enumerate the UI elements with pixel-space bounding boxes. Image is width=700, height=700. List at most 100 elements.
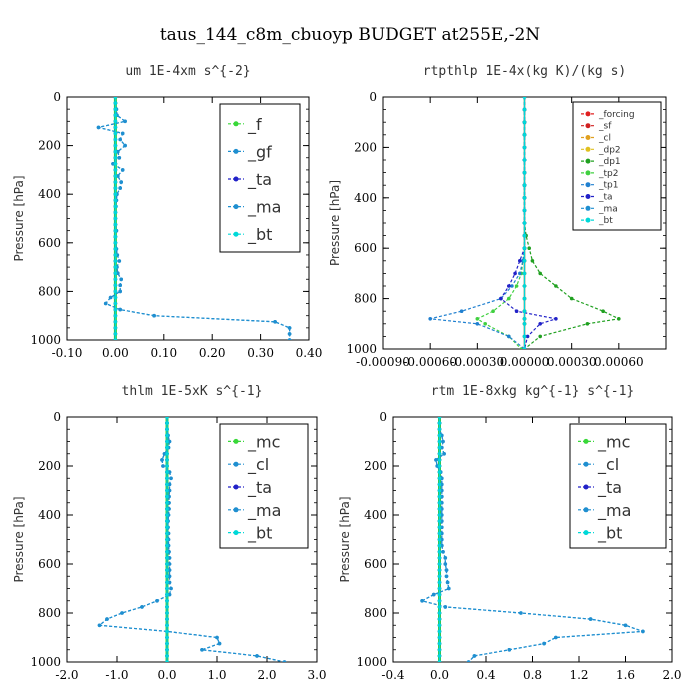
series-point-tp1 bbox=[475, 322, 480, 326]
series-point-ma bbox=[641, 629, 645, 634]
series-point-bt bbox=[437, 513, 442, 517]
series-point-bt bbox=[437, 417, 442, 419]
series-point-bt bbox=[437, 605, 442, 609]
series-point-bt bbox=[437, 586, 442, 591]
x-tick-label: 0.10 bbox=[150, 346, 177, 360]
y-tick-label: 200 bbox=[364, 459, 387, 473]
series-group bbox=[96, 97, 292, 340]
legend-swatch-marker bbox=[585, 194, 591, 199]
legend-label: _dp1 bbox=[598, 157, 621, 167]
series-point-bt bbox=[113, 265, 118, 269]
series-point-bt bbox=[113, 283, 118, 288]
series-point-bt bbox=[437, 476, 442, 481]
series-point-ma bbox=[472, 654, 477, 658]
series-point-bt bbox=[165, 507, 169, 511]
legend-label: _ma bbox=[247, 501, 281, 521]
series-point-bt bbox=[113, 143, 118, 148]
series-point-bt bbox=[522, 158, 527, 162]
y-tick-label: 200 bbox=[38, 139, 61, 153]
series-point-bt bbox=[165, 427, 169, 432]
series-point-bt bbox=[113, 320, 118, 324]
legend-swatch-marker bbox=[233, 438, 239, 444]
y-tick-label: 400 bbox=[354, 191, 377, 205]
series-point-tp2 bbox=[507, 296, 511, 301]
series-point-bt bbox=[437, 599, 442, 603]
series-point-bt bbox=[165, 433, 169, 438]
series-point-bt bbox=[113, 156, 118, 160]
legend-label: _f bbox=[247, 115, 262, 135]
x-tick-label: 3.0 bbox=[307, 668, 326, 682]
legend-label: _ma bbox=[597, 501, 631, 521]
series-point-ma bbox=[117, 156, 122, 160]
series-point-bt bbox=[165, 550, 169, 554]
series-point-bt bbox=[113, 277, 118, 282]
series-point-bt bbox=[437, 445, 442, 450]
series-point-ma bbox=[445, 580, 450, 585]
series-point-bt bbox=[437, 623, 442, 628]
y-tick-label: 0 bbox=[369, 90, 377, 104]
series-point-dp1 bbox=[569, 296, 574, 301]
legend-label: _bt bbox=[597, 524, 622, 544]
x-tick-label: 2.0 bbox=[257, 668, 276, 682]
series-point-bt bbox=[165, 580, 169, 585]
series-point-bt bbox=[113, 338, 118, 340]
series-point-bt bbox=[522, 296, 527, 301]
figure-title: taus_144_c8m_cbuoyp BUDGET at255E,-2N bbox=[160, 25, 540, 45]
series-point-bt bbox=[522, 183, 527, 187]
legend-swatch-marker bbox=[233, 461, 239, 467]
legend-label: _cl bbox=[247, 455, 269, 475]
series-point-bt bbox=[165, 592, 169, 597]
legend-swatch-marker bbox=[585, 123, 591, 129]
legend-swatch-marker bbox=[583, 507, 589, 513]
legend-label: _ta bbox=[247, 170, 272, 190]
legend-label: _dp2 bbox=[598, 145, 621, 155]
series-point-ta bbox=[507, 284, 511, 288]
series-point-bt bbox=[522, 317, 527, 321]
series-point-ma bbox=[443, 556, 448, 560]
series-point-bt bbox=[165, 629, 169, 634]
x-tick-label: -2.0 bbox=[55, 668, 78, 682]
series-point-bt bbox=[522, 107, 527, 112]
series-point-bt bbox=[165, 537, 169, 542]
series-point-ta bbox=[554, 317, 558, 321]
x-tick-label: -0.10 bbox=[52, 346, 83, 360]
series-point-ma bbox=[108, 295, 113, 300]
series-point-bt bbox=[113, 107, 118, 111]
panel-title: rtm 1E-8xkg kg^{-1} s^{-1} bbox=[431, 384, 635, 399]
y-tick-label: 600 bbox=[38, 236, 61, 250]
series-point-ma bbox=[200, 648, 204, 652]
series-point-bt bbox=[165, 464, 169, 468]
legend-label: _gf bbox=[247, 142, 272, 162]
legend-swatch-marker bbox=[233, 121, 239, 127]
x-tick-label: 0.00060 bbox=[594, 355, 644, 369]
series-point-bt bbox=[165, 586, 169, 591]
series-point-tp2 bbox=[514, 284, 519, 288]
series-point-bt bbox=[165, 648, 169, 652]
series-point-bt bbox=[522, 246, 527, 250]
x-tick-label: -0.00090 bbox=[356, 355, 410, 369]
series-point-bt bbox=[437, 439, 442, 444]
series-point-ma bbox=[287, 338, 292, 340]
series-point-ma bbox=[167, 482, 172, 487]
y-tick-label: 0 bbox=[379, 410, 387, 424]
series-point-ma bbox=[623, 623, 628, 628]
x-tick-label: -0.00060 bbox=[403, 355, 457, 369]
x-tick-label: -0.4 bbox=[381, 668, 405, 682]
series-point-bt bbox=[113, 119, 118, 124]
legend-swatch-marker bbox=[233, 507, 239, 513]
legend-label: _ma bbox=[247, 198, 281, 218]
series-point-bt bbox=[165, 519, 169, 523]
series-point-bt bbox=[165, 654, 169, 658]
series-point-bt bbox=[437, 482, 442, 487]
series-point-bt bbox=[437, 568, 442, 572]
y-tick-label: 800 bbox=[364, 606, 387, 620]
legend-label: _tp2 bbox=[598, 169, 618, 179]
legend-label: _ma bbox=[598, 204, 618, 214]
series-point-bt bbox=[165, 501, 169, 505]
series-point-ma bbox=[169, 586, 173, 591]
series-point-bt bbox=[165, 470, 169, 474]
series-point-bt bbox=[113, 168, 118, 172]
y-tick-label: 0 bbox=[53, 90, 61, 104]
series-point-bt bbox=[522, 322, 527, 326]
y-tick-label: 200 bbox=[38, 459, 61, 473]
